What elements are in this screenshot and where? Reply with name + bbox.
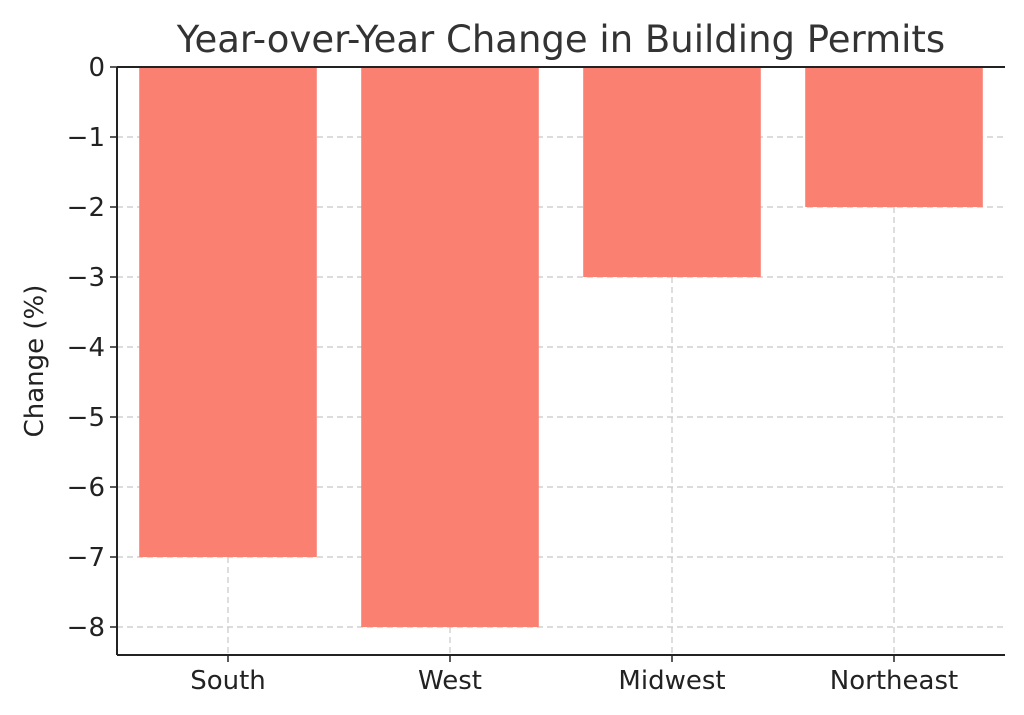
x-tick-label: Northeast	[830, 666, 958, 696]
x-tick-label: South	[190, 666, 266, 696]
y-tick-label: −5	[67, 403, 105, 433]
y-tick-label: −2	[67, 193, 105, 223]
x-tick-label: Midwest	[618, 666, 725, 696]
y-ticks: 0 −1 −2 −3 −4 −5 −6 −7 −8	[67, 53, 117, 643]
chart-title: Year-over-Year Change in Building Permit…	[176, 18, 945, 61]
y-tick-label: −4	[67, 333, 105, 363]
bar-west	[361, 67, 539, 627]
y-tick-label: 0	[88, 53, 105, 83]
y-tick-label: −7	[67, 543, 105, 573]
x-ticks: South West Midwest Northeast	[190, 655, 958, 696]
y-tick-label: −1	[67, 123, 105, 153]
y-tick-label: −3	[67, 263, 105, 293]
y-tick-label: −6	[67, 473, 105, 503]
bar-south	[139, 67, 317, 557]
bar-northeast	[805, 67, 983, 207]
y-axis-label: Change (%)	[20, 285, 50, 438]
y-tick-label: −8	[67, 613, 105, 643]
x-tick-label: West	[418, 666, 482, 696]
bar-midwest	[583, 67, 761, 277]
bars	[139, 67, 983, 627]
